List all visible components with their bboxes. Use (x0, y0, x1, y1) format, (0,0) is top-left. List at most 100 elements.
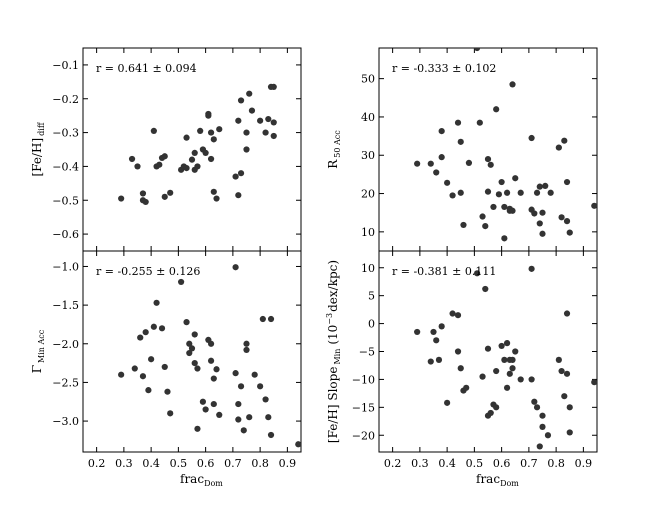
data-point (555, 144, 562, 151)
data-point (490, 203, 497, 211)
data-point (202, 406, 209, 413)
y-axis-label-unit-end: dex/kpc) (326, 260, 340, 312)
data-point (262, 396, 269, 403)
data-point (493, 404, 500, 411)
y-axis-label-sub: Min (333, 349, 342, 365)
y-axis-label-main: [Fe/H] Slope (326, 367, 340, 444)
x-tick-label: 0.3 (115, 457, 133, 470)
data-point (139, 190, 147, 197)
data-point (591, 379, 597, 386)
data-point (561, 137, 568, 144)
data-point (128, 155, 136, 163)
data-point (257, 117, 264, 124)
data-point (235, 416, 242, 423)
data-point (210, 375, 217, 382)
y-tick-label: 30 (361, 149, 375, 162)
data-point (482, 223, 489, 230)
y-tick-label: −0.3 (52, 127, 79, 140)
x-tick-label: 0.4 (142, 457, 160, 470)
data-point (232, 370, 239, 377)
y-tick-label: −1.5 (52, 299, 79, 312)
data-point (435, 356, 443, 363)
y-tick-label: −2.0 (52, 338, 79, 351)
data-point (153, 299, 160, 306)
x-axis-label-main: frac (180, 472, 204, 486)
data-point (145, 387, 152, 394)
data-point (509, 356, 516, 363)
data-point (547, 189, 554, 196)
data-point (232, 173, 239, 180)
data-point (591, 202, 597, 209)
y-axis-label: [Fe/H] Slope Min (10−3dex/kpc) (325, 260, 342, 443)
data-point (150, 127, 157, 134)
data-point (433, 169, 440, 176)
data-point (536, 183, 543, 190)
data-point (150, 323, 157, 330)
data-point (210, 188, 217, 195)
data-point (243, 340, 250, 347)
data-point (139, 373, 147, 380)
points-layer (118, 83, 277, 206)
data-point (457, 365, 464, 372)
x-tick-label: 0.3 (411, 457, 429, 470)
x-tick-label: 0.4 (438, 457, 456, 470)
data-point (118, 371, 125, 378)
y-tick-label: −1.0 (52, 260, 79, 273)
correlation-annotation: r = -0.255 ± 0.126 (96, 265, 200, 278)
data-point (487, 409, 494, 417)
data-point (479, 373, 486, 380)
data-point (558, 214, 565, 221)
data-point (474, 270, 481, 277)
data-point (202, 149, 209, 156)
data-point (454, 348, 462, 355)
correlation-annotation: r = -0.333 ± 0.102 (392, 62, 496, 75)
data-point (207, 340, 215, 347)
data-point (427, 160, 434, 167)
x-tick-label: 0.6 (197, 457, 215, 470)
data-point (484, 188, 492, 195)
data-point (414, 160, 421, 167)
points-layer (118, 264, 301, 448)
data-point (237, 97, 245, 104)
data-point (506, 370, 513, 377)
data-point (167, 410, 174, 417)
data-point (262, 129, 269, 136)
x-tick-label: 0.2 (384, 457, 402, 470)
data-point (563, 218, 571, 225)
y-axis-label-main: R (326, 159, 340, 169)
data-point (449, 192, 456, 199)
y-tick-label: −0.4 (52, 160, 79, 173)
x-axis-label-sub: Dom (500, 479, 519, 488)
data-point (531, 210, 538, 217)
data-point (539, 412, 546, 419)
data-point (207, 129, 215, 136)
y-tick-label: −2.5 (52, 376, 79, 389)
data-point (240, 427, 247, 434)
y-tick-label: 10 (361, 226, 375, 239)
subplot-2: 10 20 30 40 50 r = -0.333 ± 0.102 R50 Acc (326, 47, 598, 252)
data-point (235, 400, 242, 408)
data-point (528, 265, 535, 272)
data-point (479, 213, 486, 220)
data-point (183, 319, 190, 326)
data-point (251, 371, 258, 378)
y-tick-label: 20 (361, 188, 375, 201)
data-point (539, 423, 546, 430)
data-point (493, 106, 500, 113)
x-tick-label: 0.6 (493, 457, 511, 470)
y-axis-label-main: [Fe/H] (30, 138, 44, 177)
data-point (503, 189, 511, 196)
data-point (118, 195, 125, 202)
data-point (503, 340, 511, 347)
data-point (566, 429, 573, 436)
data-point (142, 329, 149, 336)
data-point (533, 189, 541, 196)
x-tick-label: 0.5 (170, 457, 188, 470)
data-point (474, 48, 481, 52)
data-point (257, 383, 264, 390)
data-point (509, 81, 516, 88)
y-axis-label: R50 Acc (326, 130, 342, 169)
data-point (482, 285, 489, 293)
data-point (528, 376, 535, 383)
data-point (205, 112, 212, 119)
